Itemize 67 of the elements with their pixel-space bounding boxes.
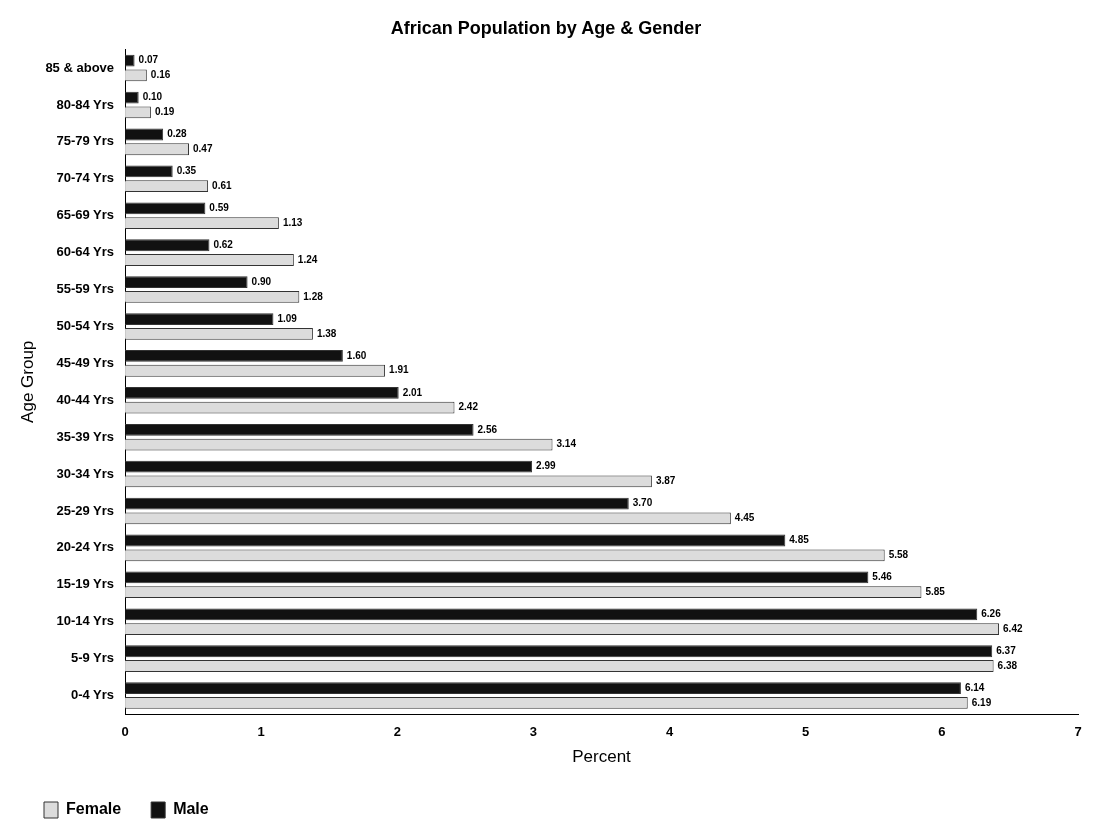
- legend-label: Female: [66, 800, 122, 818]
- data-label: 0.28: [167, 128, 188, 140]
- data-label: 1.38: [316, 327, 337, 339]
- data-label: 0.16: [150, 69, 171, 81]
- data-label: 6.42: [1003, 622, 1023, 634]
- y-axis-title: Age Group: [17, 340, 37, 423]
- x-tick-label: 6: [938, 724, 946, 740]
- data-label: 1.09: [277, 312, 298, 324]
- data-label: 3.87: [655, 475, 676, 487]
- data-label: 6.14: [964, 681, 985, 693]
- y-tick-label: 0-4 Yrs: [70, 687, 115, 703]
- data-label: 2.42: [458, 401, 479, 413]
- data-label: 2.01: [402, 386, 423, 398]
- x-tick-label: 5: [802, 724, 810, 740]
- data-label: 6.37: [996, 645, 1017, 656]
- x-tick-label: 3: [529, 724, 538, 740]
- y-tick-label: 85 & above: [45, 59, 115, 75]
- x-tick-label: 1: [257, 724, 265, 740]
- data-label: 2.99: [536, 460, 556, 472]
- y-tick-label: 40-44 Yrs: [56, 391, 115, 407]
- data-label: 5.85: [925, 585, 946, 597]
- data-label: 1.13: [282, 216, 303, 228]
- y-tick-label: 15-19 Yrs: [56, 576, 115, 592]
- data-label: 0.19: [154, 106, 175, 118]
- data-label: 2.56: [477, 423, 498, 435]
- chart-title: African Population by Age & Gender: [390, 17, 702, 38]
- data-label: 0.90: [251, 275, 272, 287]
- y-tick-label: 65-69 Yrs: [56, 207, 115, 223]
- data-label: 3.70: [632, 497, 653, 509]
- x-tick-label: 0: [121, 724, 129, 740]
- data-label: 4.85: [789, 534, 810, 546]
- x-axis-title: Percent: [572, 747, 632, 767]
- data-label: 0.47: [193, 143, 213, 155]
- data-label: 0.35: [176, 165, 197, 177]
- data-label: 3.14: [556, 438, 577, 450]
- data-label: 1.60: [346, 349, 367, 361]
- data-label: 0.10: [142, 91, 163, 103]
- y-tick-label: 55-59 Yrs: [56, 281, 115, 297]
- y-tick-label: 10-14 Yrs: [56, 613, 115, 629]
- data-label: 5.46: [872, 571, 893, 583]
- data-label: 5.58: [888, 549, 909, 561]
- y-tick-label: 35-39 Yrs: [56, 428, 115, 444]
- data-label: 6.19: [971, 696, 992, 708]
- x-tick-label: 2: [393, 724, 401, 740]
- data-label: 6.38: [997, 659, 1018, 671]
- data-label: 4.45: [734, 512, 755, 524]
- y-tick-label: 70-74 Yrs: [56, 170, 115, 186]
- data-label: 1.91: [389, 364, 409, 376]
- y-tick-label: 20-24 Yrs: [56, 539, 115, 555]
- y-tick-label: 50-54 Yrs: [56, 318, 115, 334]
- y-tick-label: 60-64 Yrs: [56, 244, 115, 260]
- y-tick-label: 45-49 Yrs: [56, 354, 115, 370]
- x-tick-label: 7: [1074, 724, 1082, 740]
- data-label: 0.07: [138, 54, 159, 66]
- data-label: 1.24: [297, 253, 318, 265]
- x-tick-label: 4: [665, 724, 674, 740]
- legend-label: Male: [173, 800, 209, 818]
- data-label: 1.28: [303, 290, 324, 302]
- data-label: 0.59: [209, 202, 230, 214]
- data-label: 0.62: [213, 238, 234, 250]
- data-label: 6.26: [981, 608, 1002, 620]
- y-tick-label: 30-34 Yrs: [56, 465, 115, 481]
- y-tick-label: 75-79 Yrs: [56, 133, 115, 149]
- y-tick-label: 80-84 Yrs: [56, 96, 115, 112]
- y-tick-label: 25-29 Yrs: [56, 502, 115, 518]
- data-label: 0.61: [212, 179, 232, 191]
- y-tick-label: 5-9 Yrs: [70, 650, 115, 666]
